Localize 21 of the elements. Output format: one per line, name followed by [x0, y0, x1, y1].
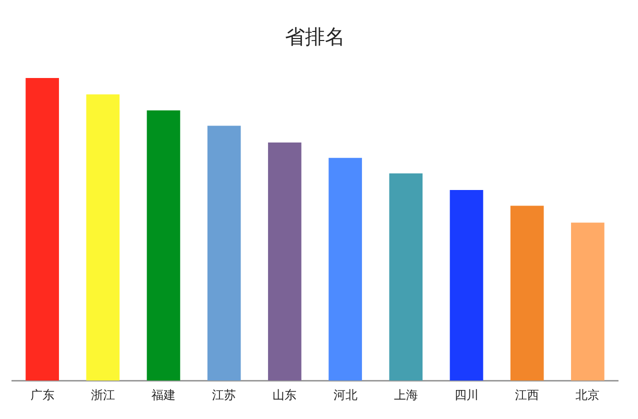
- x-tick-label: 浙江: [90, 388, 115, 402]
- bar: [207, 126, 241, 381]
- x-tick-label: 河北: [333, 388, 358, 402]
- bar: [510, 206, 544, 381]
- bar: [86, 94, 120, 381]
- x-tick-label: 福建: [152, 388, 176, 402]
- x-tick-label: 四川: [454, 388, 478, 402]
- x-tick-label: 江苏: [212, 388, 236, 402]
- x-tick-label: 广东: [30, 388, 54, 402]
- bar: [450, 190, 484, 381]
- x-tick-label: 上海: [394, 388, 418, 402]
- bar: [328, 158, 362, 381]
- chart-title: 省排名: [285, 26, 345, 48]
- bar: [146, 110, 180, 381]
- x-tick-label: 江西: [515, 388, 540, 402]
- x-tick-label: 北京: [576, 388, 600, 402]
- x-tick-label: 山东: [272, 388, 297, 402]
- bar: [268, 142, 302, 381]
- bar: [571, 222, 604, 381]
- bar: [389, 173, 423, 381]
- bar: [26, 78, 59, 381]
